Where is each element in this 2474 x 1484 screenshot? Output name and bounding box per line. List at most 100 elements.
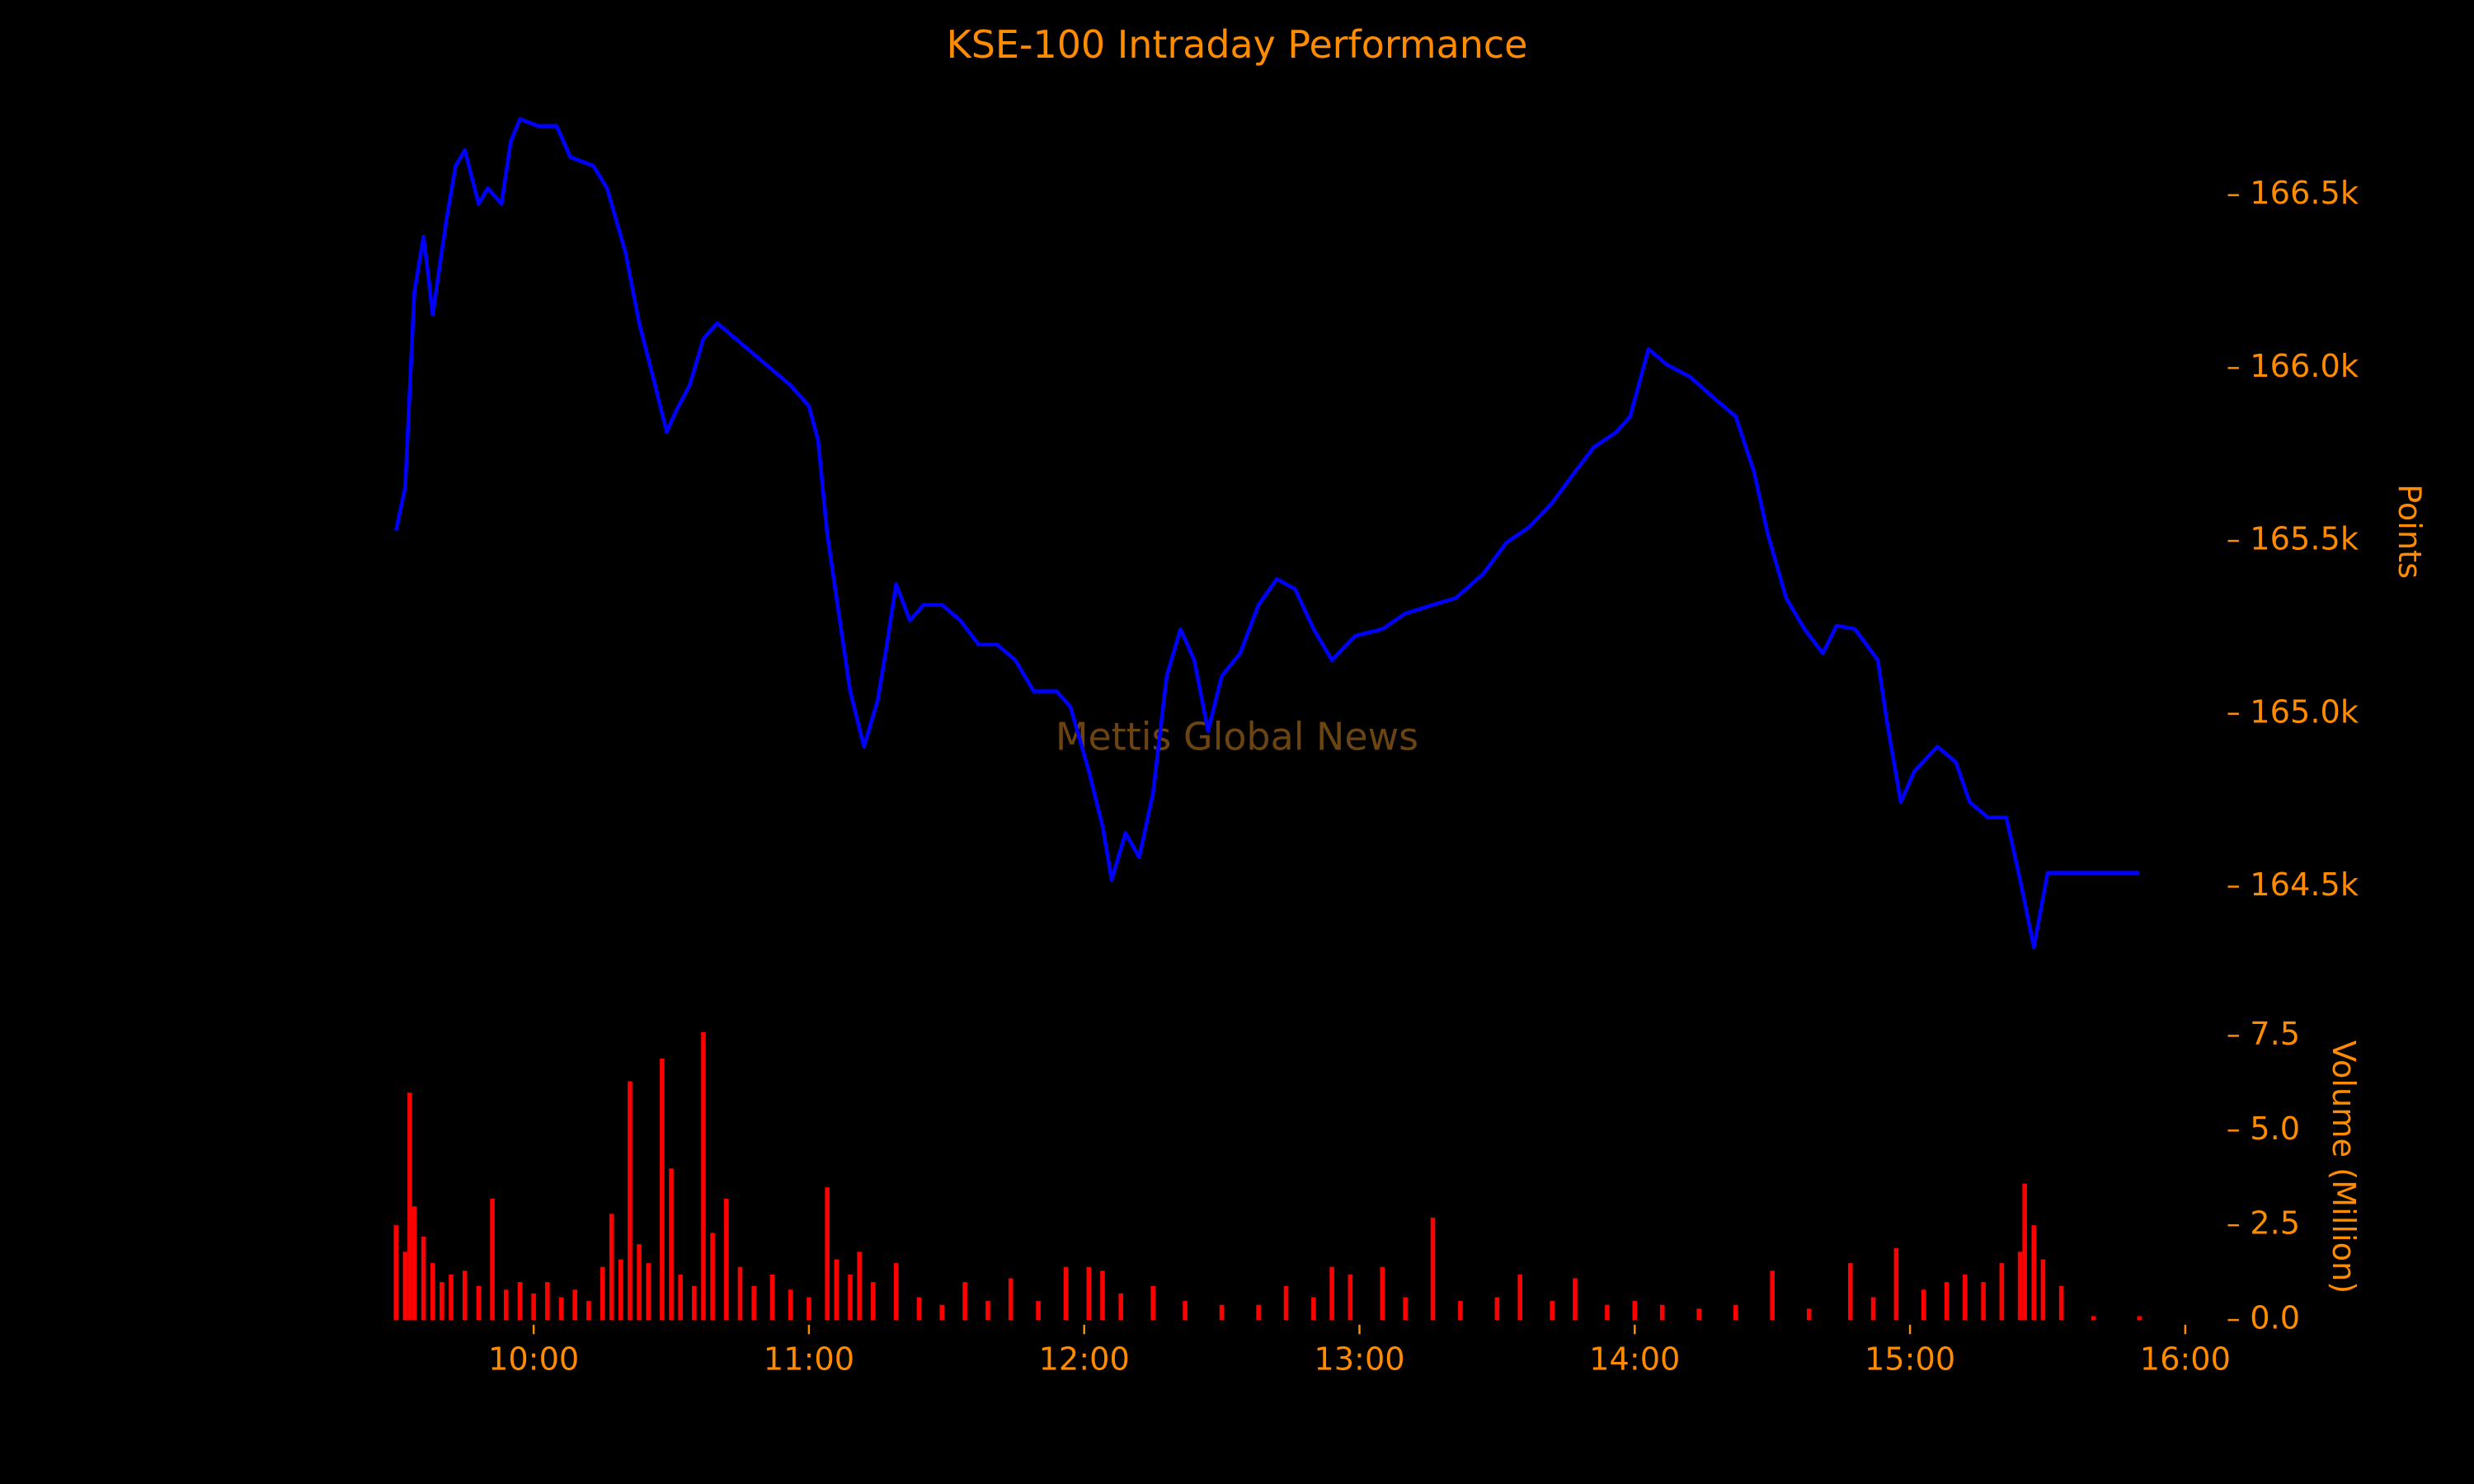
y-tick-label: 0.0 [2250, 1300, 2300, 1337]
volume-bar [1036, 1301, 1041, 1321]
volume-bar [1430, 1217, 1436, 1321]
volume-bar [1403, 1297, 1408, 1321]
volume-bar [462, 1270, 468, 1321]
volume-bar [985, 1301, 990, 1321]
y-tick-label: 164.5k [2250, 866, 2359, 904]
volume-bar [962, 1282, 967, 1321]
volume-bar [834, 1259, 840, 1321]
volume-bar [1329, 1266, 1334, 1321]
volume-bar [1573, 1278, 1578, 1321]
volume-bar [660, 1058, 665, 1321]
volume-bar [701, 1031, 706, 1321]
volume-bar [857, 1252, 862, 1321]
volume-bar [618, 1259, 623, 1321]
volume-bar [1981, 1282, 1986, 1321]
volume-bar [1870, 1297, 1876, 1321]
volume-bar [402, 1252, 408, 1321]
volume-bar [1183, 1301, 1188, 1321]
volume-bar [1283, 1285, 1289, 1321]
volume-bar [1999, 1263, 2005, 1321]
volume-bar [545, 1282, 550, 1321]
volume-bar [1632, 1301, 1638, 1321]
volume-bar [723, 1198, 729, 1321]
volume-bar [916, 1297, 922, 1321]
volume-bar [628, 1081, 633, 1321]
volume-bar [637, 1244, 642, 1321]
price-line [393, 117, 2140, 950]
volume-bar [1733, 1304, 1738, 1321]
volume-bar [1893, 1247, 1899, 1321]
volume-bar [1063, 1266, 1069, 1321]
y-tick-label: 165.0k [2250, 693, 2359, 730]
volume-bar [737, 1266, 743, 1321]
volume-bar [751, 1285, 756, 1321]
volume-bar [1963, 1274, 1968, 1321]
volume-bar [1921, 1289, 1926, 1321]
volume-bar [1659, 1304, 1665, 1321]
volume-bar [678, 1274, 683, 1321]
volume-bar [2058, 1285, 2064, 1321]
volume-bar [848, 1274, 853, 1321]
volume-bar [1517, 1274, 1522, 1321]
volume-bar [1380, 1266, 1385, 1321]
volume-bar [2091, 1316, 2096, 1321]
volume-bar [1311, 1297, 1316, 1321]
x-tick-label: 10:00 [488, 1341, 579, 1378]
volume-bar [517, 1282, 523, 1321]
volume-bar [449, 1274, 454, 1321]
watermark: Mettis Global News [1056, 715, 1418, 759]
volume-bar [1118, 1293, 1123, 1321]
x-tick-label: 16:00 [2140, 1341, 2231, 1378]
volume-bar [1008, 1278, 1014, 1321]
volume-bar [1944, 1282, 1950, 1321]
volume-bar [1150, 1285, 1155, 1321]
volume-bar [807, 1297, 811, 1321]
y-tick-label: 165.5k [2250, 521, 2359, 558]
volume-bar [421, 1236, 426, 1321]
volume-bar [1806, 1308, 1812, 1321]
volume-bar [490, 1198, 495, 1321]
volume-bar [1256, 1304, 1261, 1321]
volume-bar [2031, 1225, 2037, 1321]
volume-bar [430, 1263, 435, 1321]
volume-bar [393, 1225, 399, 1321]
volume-bar [1100, 1270, 1105, 1321]
volume-bar [1696, 1308, 1701, 1321]
volume-bar [692, 1285, 697, 1321]
volume-bar [1219, 1304, 1225, 1321]
volume-bar [1550, 1301, 1554, 1321]
volume-bar [586, 1301, 591, 1321]
volume-bar [1348, 1274, 1353, 1321]
volume-bar [440, 1282, 444, 1321]
volume-bar [939, 1304, 945, 1321]
volume-bar [710, 1233, 715, 1321]
volume-bar [2040, 1259, 2046, 1321]
volume-bar [1605, 1304, 1610, 1321]
volume-bar [788, 1289, 793, 1321]
y-axis-label: Volume (Million) [2325, 1040, 2362, 1294]
x-tick-label: 14:00 [1589, 1341, 1680, 1378]
volume-bar [558, 1297, 564, 1321]
volume-bar [893, 1263, 899, 1321]
volume-bar [1458, 1301, 1463, 1321]
volume-bar [1847, 1263, 1853, 1321]
y-tick-label: 166.0k [2250, 348, 2359, 385]
volume-bar [2022, 1183, 2027, 1321]
y-tick-label: 7.5 [2250, 1016, 2300, 1053]
volume-bar [871, 1282, 876, 1321]
y-tick-label: 5.0 [2250, 1111, 2300, 1148]
volume-bar [600, 1266, 605, 1321]
volume-bar [609, 1214, 614, 1321]
volume-bar [769, 1274, 775, 1321]
volume-bar [646, 1263, 651, 1321]
volume-bar [476, 1285, 482, 1321]
x-tick-label: 13:00 [1314, 1341, 1404, 1378]
volume-bar [407, 1092, 412, 1321]
volume-bar [2137, 1316, 2142, 1321]
volume-bar [412, 1206, 417, 1321]
x-tick-label: 12:00 [1039, 1341, 1130, 1378]
chart-title: KSE-100 Intraday Performance [947, 22, 1528, 67]
y-tick-label: 2.5 [2250, 1205, 2300, 1242]
volume-bar [503, 1289, 509, 1321]
